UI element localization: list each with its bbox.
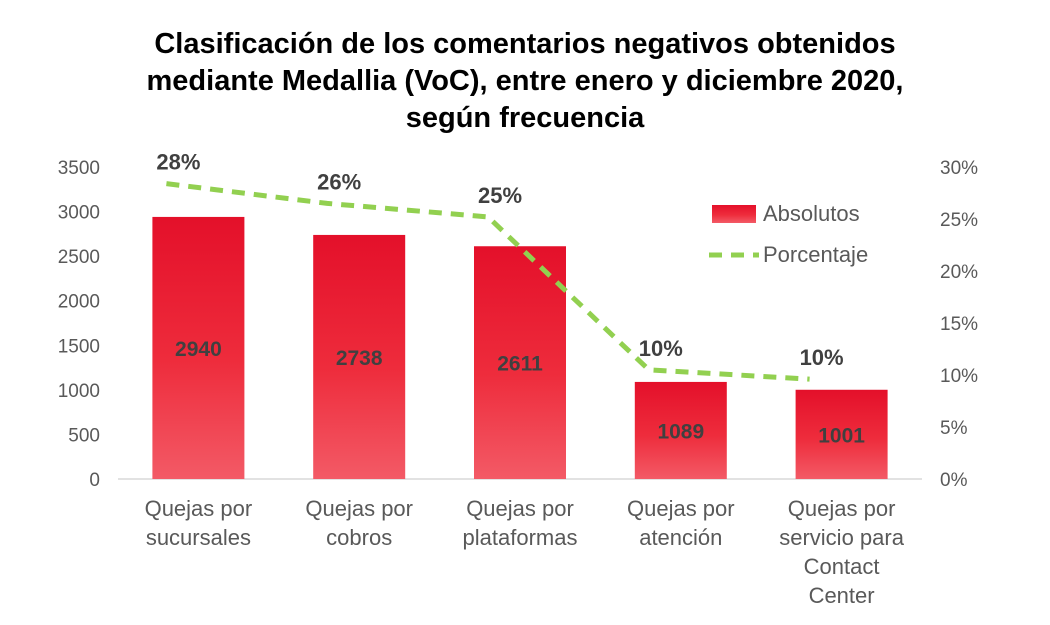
legend-swatch-absolutos <box>712 205 756 223</box>
y-right-tick-label: 25% <box>940 210 978 231</box>
y-right-tick-label: 20% <box>940 262 978 283</box>
y-right-tick-label: 5% <box>940 418 968 439</box>
percentage-value-label: 25% <box>478 183 522 208</box>
y-left-tick-label: 0 <box>89 470 100 491</box>
x-category-label: cobros <box>326 525 392 550</box>
x-category-label: Quejas por <box>788 496 896 521</box>
axes-group: 0 500 1000 1500 2000 2500 3000 3500 0% 5% 10% 15% 20… <box>58 158 978 608</box>
percentage-value-label: 26% <box>317 169 361 194</box>
bar <box>634 381 727 479</box>
data-labels-group: 2940 2738 2611 1089 1001 28% 26% 25% 10% 10% <box>156 150 865 448</box>
percentage-line-group <box>166 181 810 382</box>
bar-value-label: 1001 <box>818 424 865 447</box>
y-left-tick-label: 1500 <box>58 336 100 357</box>
x-category-label: sucursales <box>146 525 251 550</box>
legend: Absolutos Porcentaje <box>709 201 868 267</box>
x-category-label: servicio para <box>779 525 904 550</box>
percentage-line <box>166 181 810 382</box>
y-left-tick-label: 1000 <box>58 381 100 402</box>
bar <box>474 246 566 479</box>
bar <box>313 234 406 479</box>
y-left-tick-label: 3000 <box>58 203 100 224</box>
chart-title-line-2: mediante Medallia (VoC), entre enero y d… <box>146 65 904 97</box>
x-category-label: atención <box>639 525 722 550</box>
bar-value-label: 2738 <box>336 347 383 370</box>
y-right-tick-label: 30% <box>940 158 978 179</box>
y-right-tick-label: 0% <box>940 470 968 491</box>
bar <box>152 216 245 480</box>
chart-title-line-1: Clasificación de los comentarios negativ… <box>154 28 896 60</box>
y-left-tick-label: 3500 <box>58 158 100 179</box>
y-left-tick-label: 500 <box>68 425 100 446</box>
x-category-label: Quejas por <box>627 496 735 521</box>
legend-label-porcentaje: Porcentaje <box>763 242 868 267</box>
percentage-value-label: 10% <box>639 336 683 361</box>
x-category-label: Center <box>809 583 875 608</box>
x-category-label: Quejas por <box>145 496 253 521</box>
x-category-label: plataformas <box>463 525 578 550</box>
legend-label-absolutos: Absolutos <box>763 201 860 226</box>
y-right-tick-label: 15% <box>940 314 978 335</box>
chart-title: Clasificación de los comentarios negativ… <box>0 26 1050 137</box>
y-right-tick-label: 10% <box>940 366 978 387</box>
y-left-tick-label: 2000 <box>58 292 100 313</box>
bars-group <box>152 216 888 480</box>
bar-value-label: 1089 <box>657 420 704 443</box>
x-category-label: Quejas por <box>466 496 574 521</box>
chart-title-line-3: según frecuencia <box>405 102 645 134</box>
x-category-label: Quejas por <box>305 496 413 521</box>
percentage-value-label: 28% <box>156 150 200 175</box>
bar-value-label: 2611 <box>497 353 543 376</box>
percentage-value-label: 10% <box>800 345 844 370</box>
bar-value-label: 2940 <box>175 338 222 361</box>
x-category-label: Contact <box>804 554 880 579</box>
bar <box>795 389 888 479</box>
y-left-tick-label: 2500 <box>58 247 100 268</box>
